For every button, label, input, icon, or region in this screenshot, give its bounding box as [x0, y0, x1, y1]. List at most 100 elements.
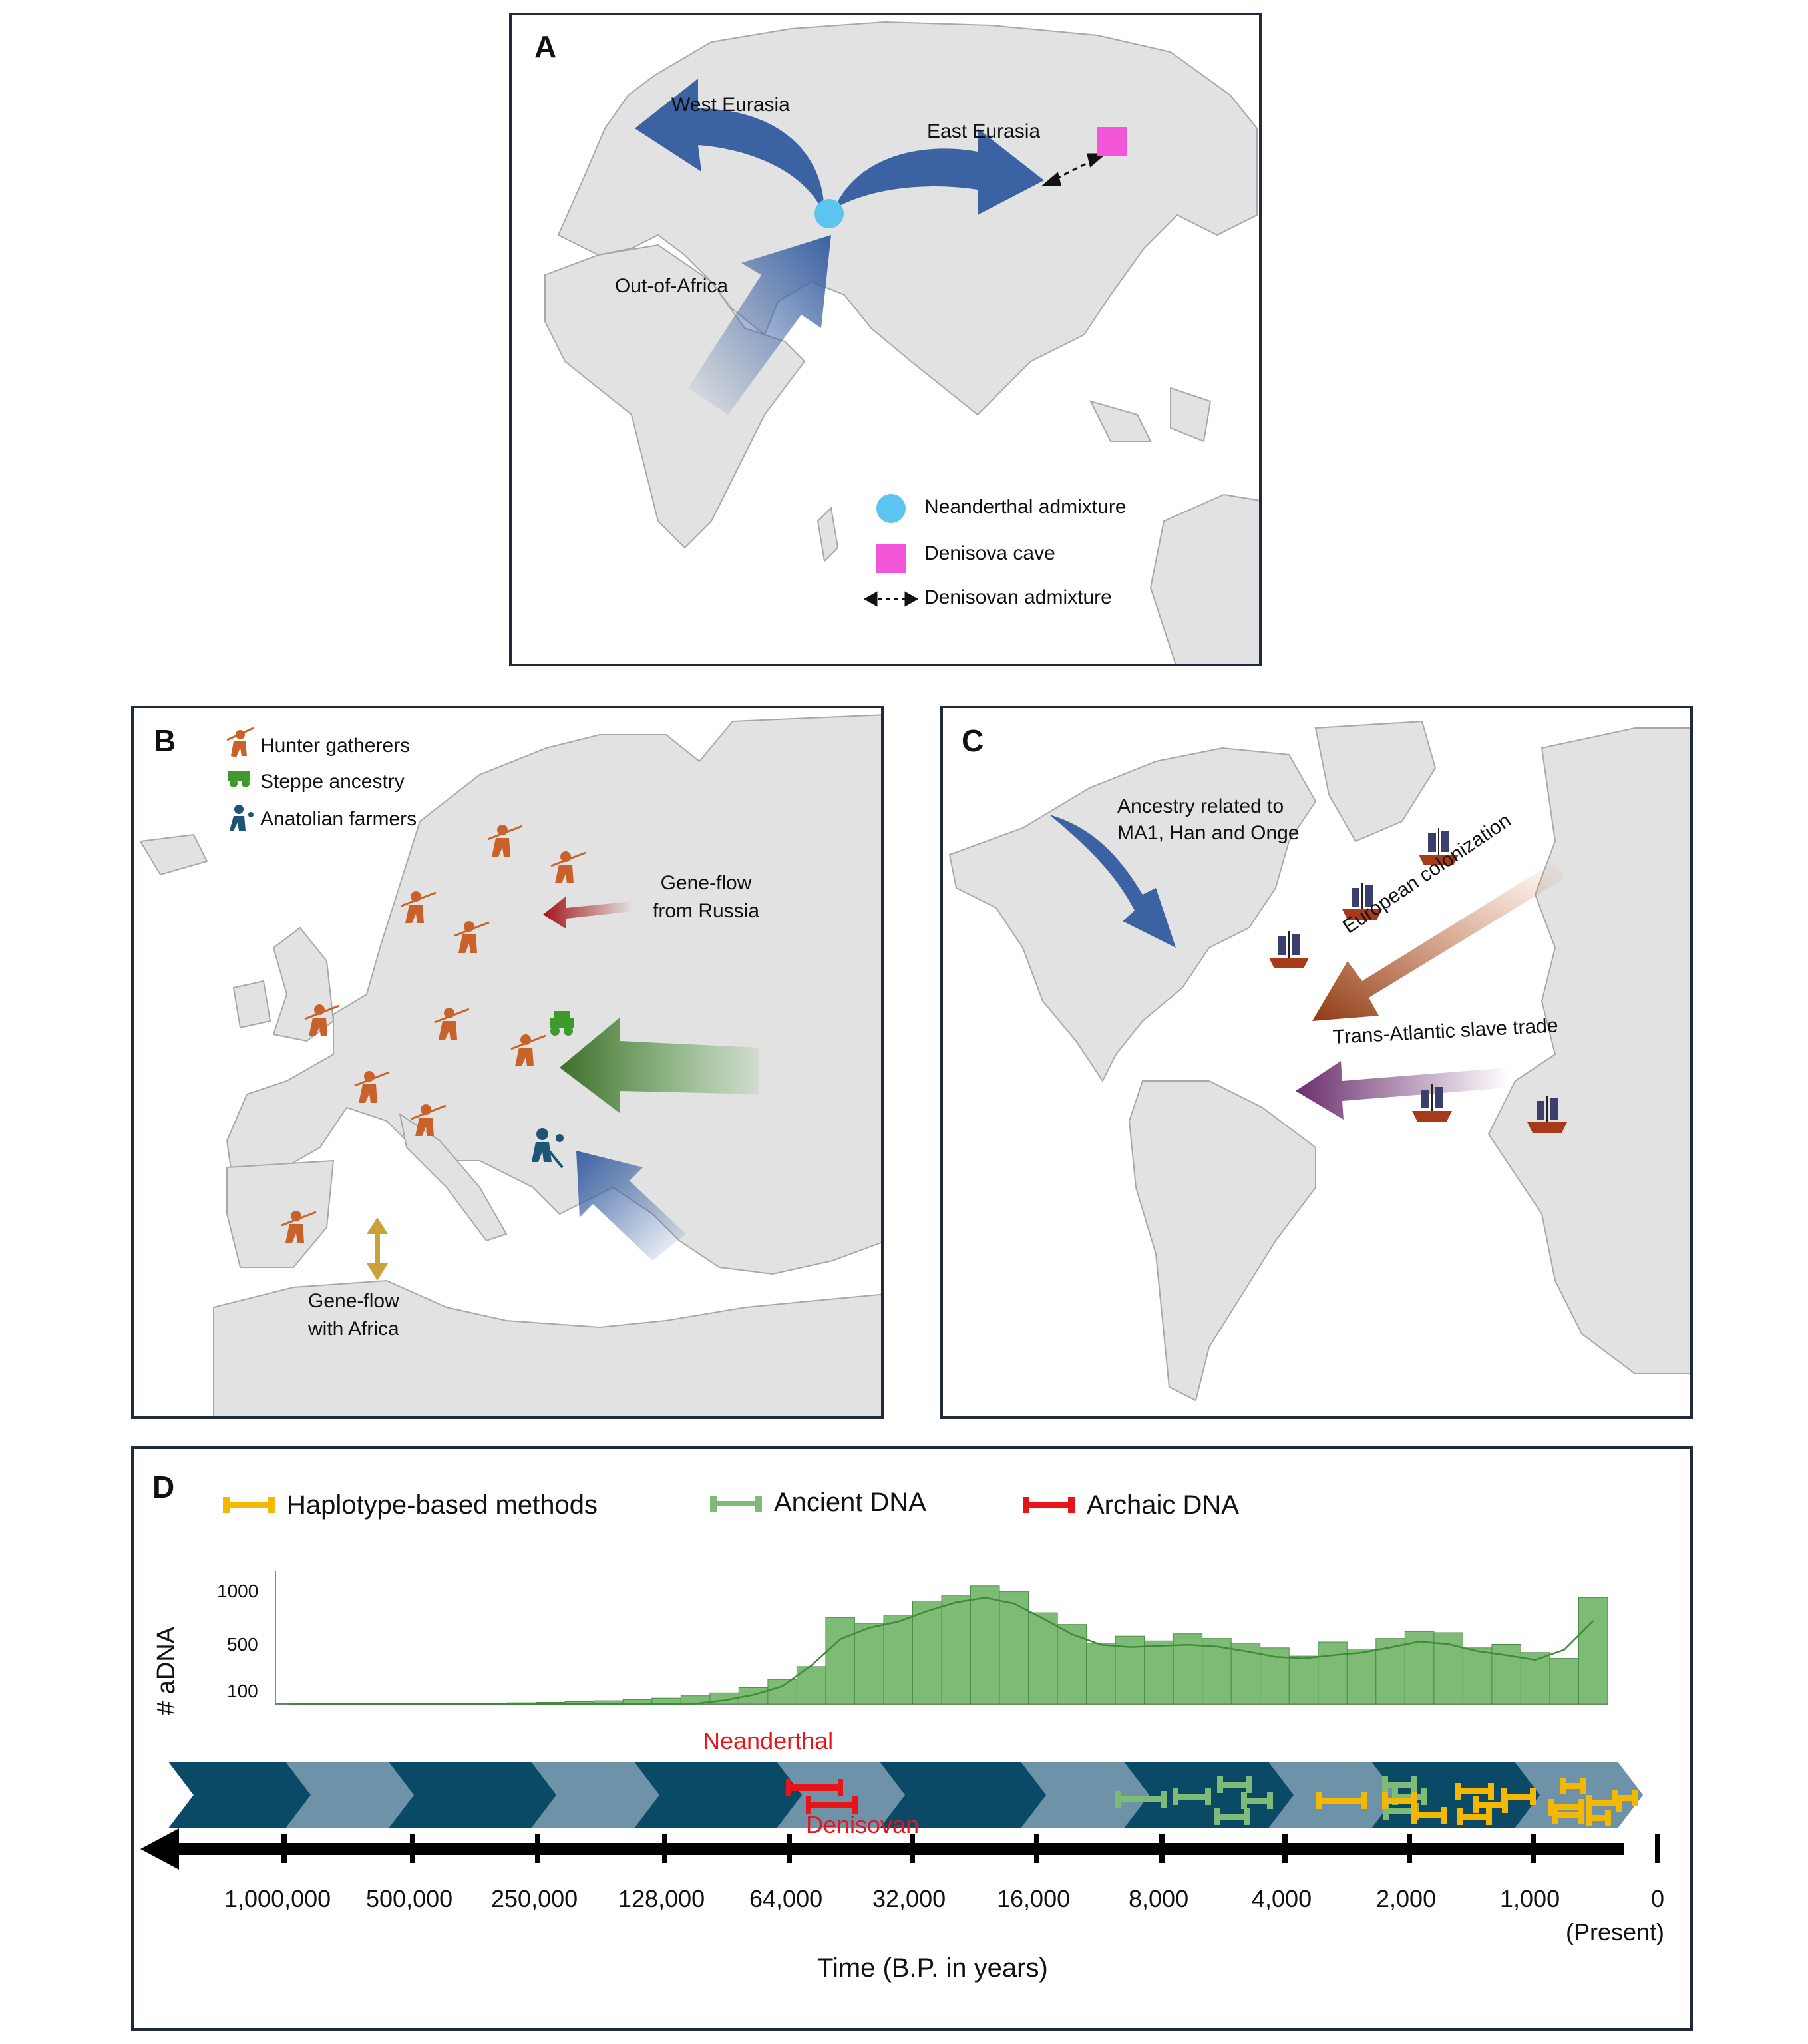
iberia-landmass — [226, 1159, 335, 1268]
west-eurasia-label: West Eurasia — [671, 94, 790, 116]
time-axis-ticks — [281, 1834, 1660, 1863]
legend-hunter-icon — [226, 727, 254, 757]
timeline-chevron — [654, 1762, 783, 1828]
haplotype-marker — [1382, 1792, 1417, 1809]
haplotype-marker — [1552, 1807, 1584, 1824]
gene-flow-russia-line1: Gene-flow — [660, 872, 752, 894]
legend-haplotype-label: Haplotype-based methods — [287, 1490, 598, 1520]
hist-y-label: # aDNA — [152, 1626, 180, 1715]
gene-flow-russia-label: Gene-flow from Russia — [653, 869, 759, 925]
ancient-dna-marker — [1214, 1808, 1250, 1825]
timeline-chevron — [531, 1762, 659, 1828]
denisovan-marker-cap — [806, 1796, 811, 1814]
panel-letter: C — [962, 723, 984, 758]
haplotype-marker — [1586, 1795, 1622, 1812]
island-shape — [816, 506, 839, 563]
time-tick — [1282, 1834, 1288, 1863]
present-label: (Present) — [1566, 1918, 1665, 1945]
steppe-ancestry-icon — [550, 1011, 574, 1036]
time-tick-label: 2,000 — [1376, 1885, 1437, 1912]
hist-ytick-1000: 1000 — [217, 1581, 259, 1601]
time-tick-label: 16,000 — [997, 1885, 1071, 1912]
gene-flow-africa-line1: Gene-flow — [308, 1290, 399, 1312]
legend-anatolian-farmers: Anatolian farmers — [260, 808, 417, 830]
greenland-landmass — [1314, 720, 1437, 843]
haplotype-marker — [1560, 1778, 1586, 1794]
histogram-bar — [1202, 1638, 1232, 1705]
timeline-chevron — [168, 1762, 297, 1828]
ancestry-line2: MA1, Han and Onge — [1117, 822, 1300, 844]
timeline-chevron — [1268, 1762, 1397, 1828]
time-tick — [787, 1834, 792, 1863]
hunter-gatherer-icon — [454, 921, 490, 953]
histogram-bar — [1578, 1597, 1608, 1705]
haplotype-marker — [1586, 1810, 1611, 1826]
gene-flow-africa-arrow — [367, 1217, 388, 1281]
panel-a-map — [544, 21, 1259, 664]
panel-d: D Haplotype-based methods Ancient DNA Ar… — [131, 1446, 1693, 2031]
anatolian-farmers-arrow — [576, 1151, 686, 1261]
timeline-chevron — [285, 1762, 414, 1828]
panel-letter: A — [534, 29, 557, 64]
time-tick-label: 1,000 — [1500, 1885, 1560, 1912]
legend-ancient-dna-icon — [710, 1496, 762, 1512]
time-tick-label: 8,000 — [1129, 1885, 1189, 1912]
anatolian-farmer-icon — [532, 1128, 564, 1169]
legend-denisovan-admixture: Denisovan admixture — [924, 586, 1112, 608]
archaic-dna-markers — [786, 1779, 858, 1814]
panel-b: B Hunter gatherers Steppe ancestry Anato… — [131, 706, 884, 1419]
histogram-bar — [1288, 1655, 1319, 1705]
time-tick — [1034, 1834, 1039, 1863]
denisovan-marker-cap — [852, 1796, 858, 1814]
time-tick — [910, 1834, 915, 1863]
legend-square-icon — [876, 544, 906, 573]
ship-icon — [1419, 828, 1459, 865]
time-tick — [1159, 1834, 1165, 1863]
time-tick — [281, 1834, 287, 1863]
hunter-gatherer-icon — [354, 1071, 390, 1103]
histogram-bar — [738, 1687, 769, 1705]
ancient-dna-marker — [1217, 1776, 1252, 1793]
neanderthal-admixture-marker — [814, 199, 844, 228]
africa-europe-landmass — [1487, 727, 1690, 1374]
ancestry-line1: Ancestry related to — [1117, 795, 1284, 817]
haplotype-marker — [1501, 1788, 1536, 1805]
hist-ytick-500: 500 — [227, 1634, 258, 1655]
histogram-bar — [970, 1585, 1000, 1705]
legend-denisova-cave: Denisova cave — [924, 542, 1055, 564]
steppe-ancestry-arrow — [560, 1018, 759, 1113]
histogram-bar — [1549, 1658, 1579, 1705]
histogram-bar — [999, 1591, 1029, 1705]
legend-neanderthal-admixture: Neanderthal admixture — [924, 496, 1127, 518]
ship-icon — [1269, 931, 1309, 968]
east-eurasia-arrow — [834, 128, 1044, 215]
ancient-dna-marker — [1173, 1788, 1211, 1805]
legend-double-arrow-icon — [863, 591, 919, 607]
hunter-gatherer-icon — [487, 825, 523, 857]
hunter-icons — [281, 825, 586, 1243]
ma1-ancestry-arrow — [1049, 815, 1176, 948]
haplotype-marker — [1612, 1790, 1638, 1806]
ship-icon — [1342, 883, 1382, 920]
iceland-landmass — [139, 833, 208, 876]
panel-letter: D — [152, 1470, 175, 1504]
legend-chariot-icon — [228, 771, 250, 787]
ancient-dna-marker — [1115, 1791, 1167, 1808]
panel-d-chart — [140, 1496, 1660, 1870]
neanderthal-marker-cap — [786, 1779, 791, 1796]
histogram-bar — [767, 1679, 797, 1705]
hunter-gatherer-icon — [411, 1104, 447, 1136]
hunter-gatherer-icon — [434, 1008, 470, 1040]
time-tick — [535, 1834, 540, 1863]
neanderthal-label: Neanderthal — [703, 1727, 834, 1754]
italy-landmass — [399, 1112, 508, 1242]
west-eurasia-arrow — [635, 79, 824, 215]
gene-flow-russia-arrow — [543, 896, 633, 929]
gene-flow-africa-label: Gene-flow with Africa — [308, 1287, 399, 1343]
histogram-density-line — [289, 1597, 1594, 1705]
haplotype-marker — [1455, 1783, 1494, 1800]
haplotype-marker — [1411, 1807, 1447, 1824]
slave-trade-arrow — [1296, 1061, 1509, 1120]
legend-haplotype-icon — [223, 1497, 275, 1513]
time-tick-label: 128,000 — [618, 1885, 705, 1912]
